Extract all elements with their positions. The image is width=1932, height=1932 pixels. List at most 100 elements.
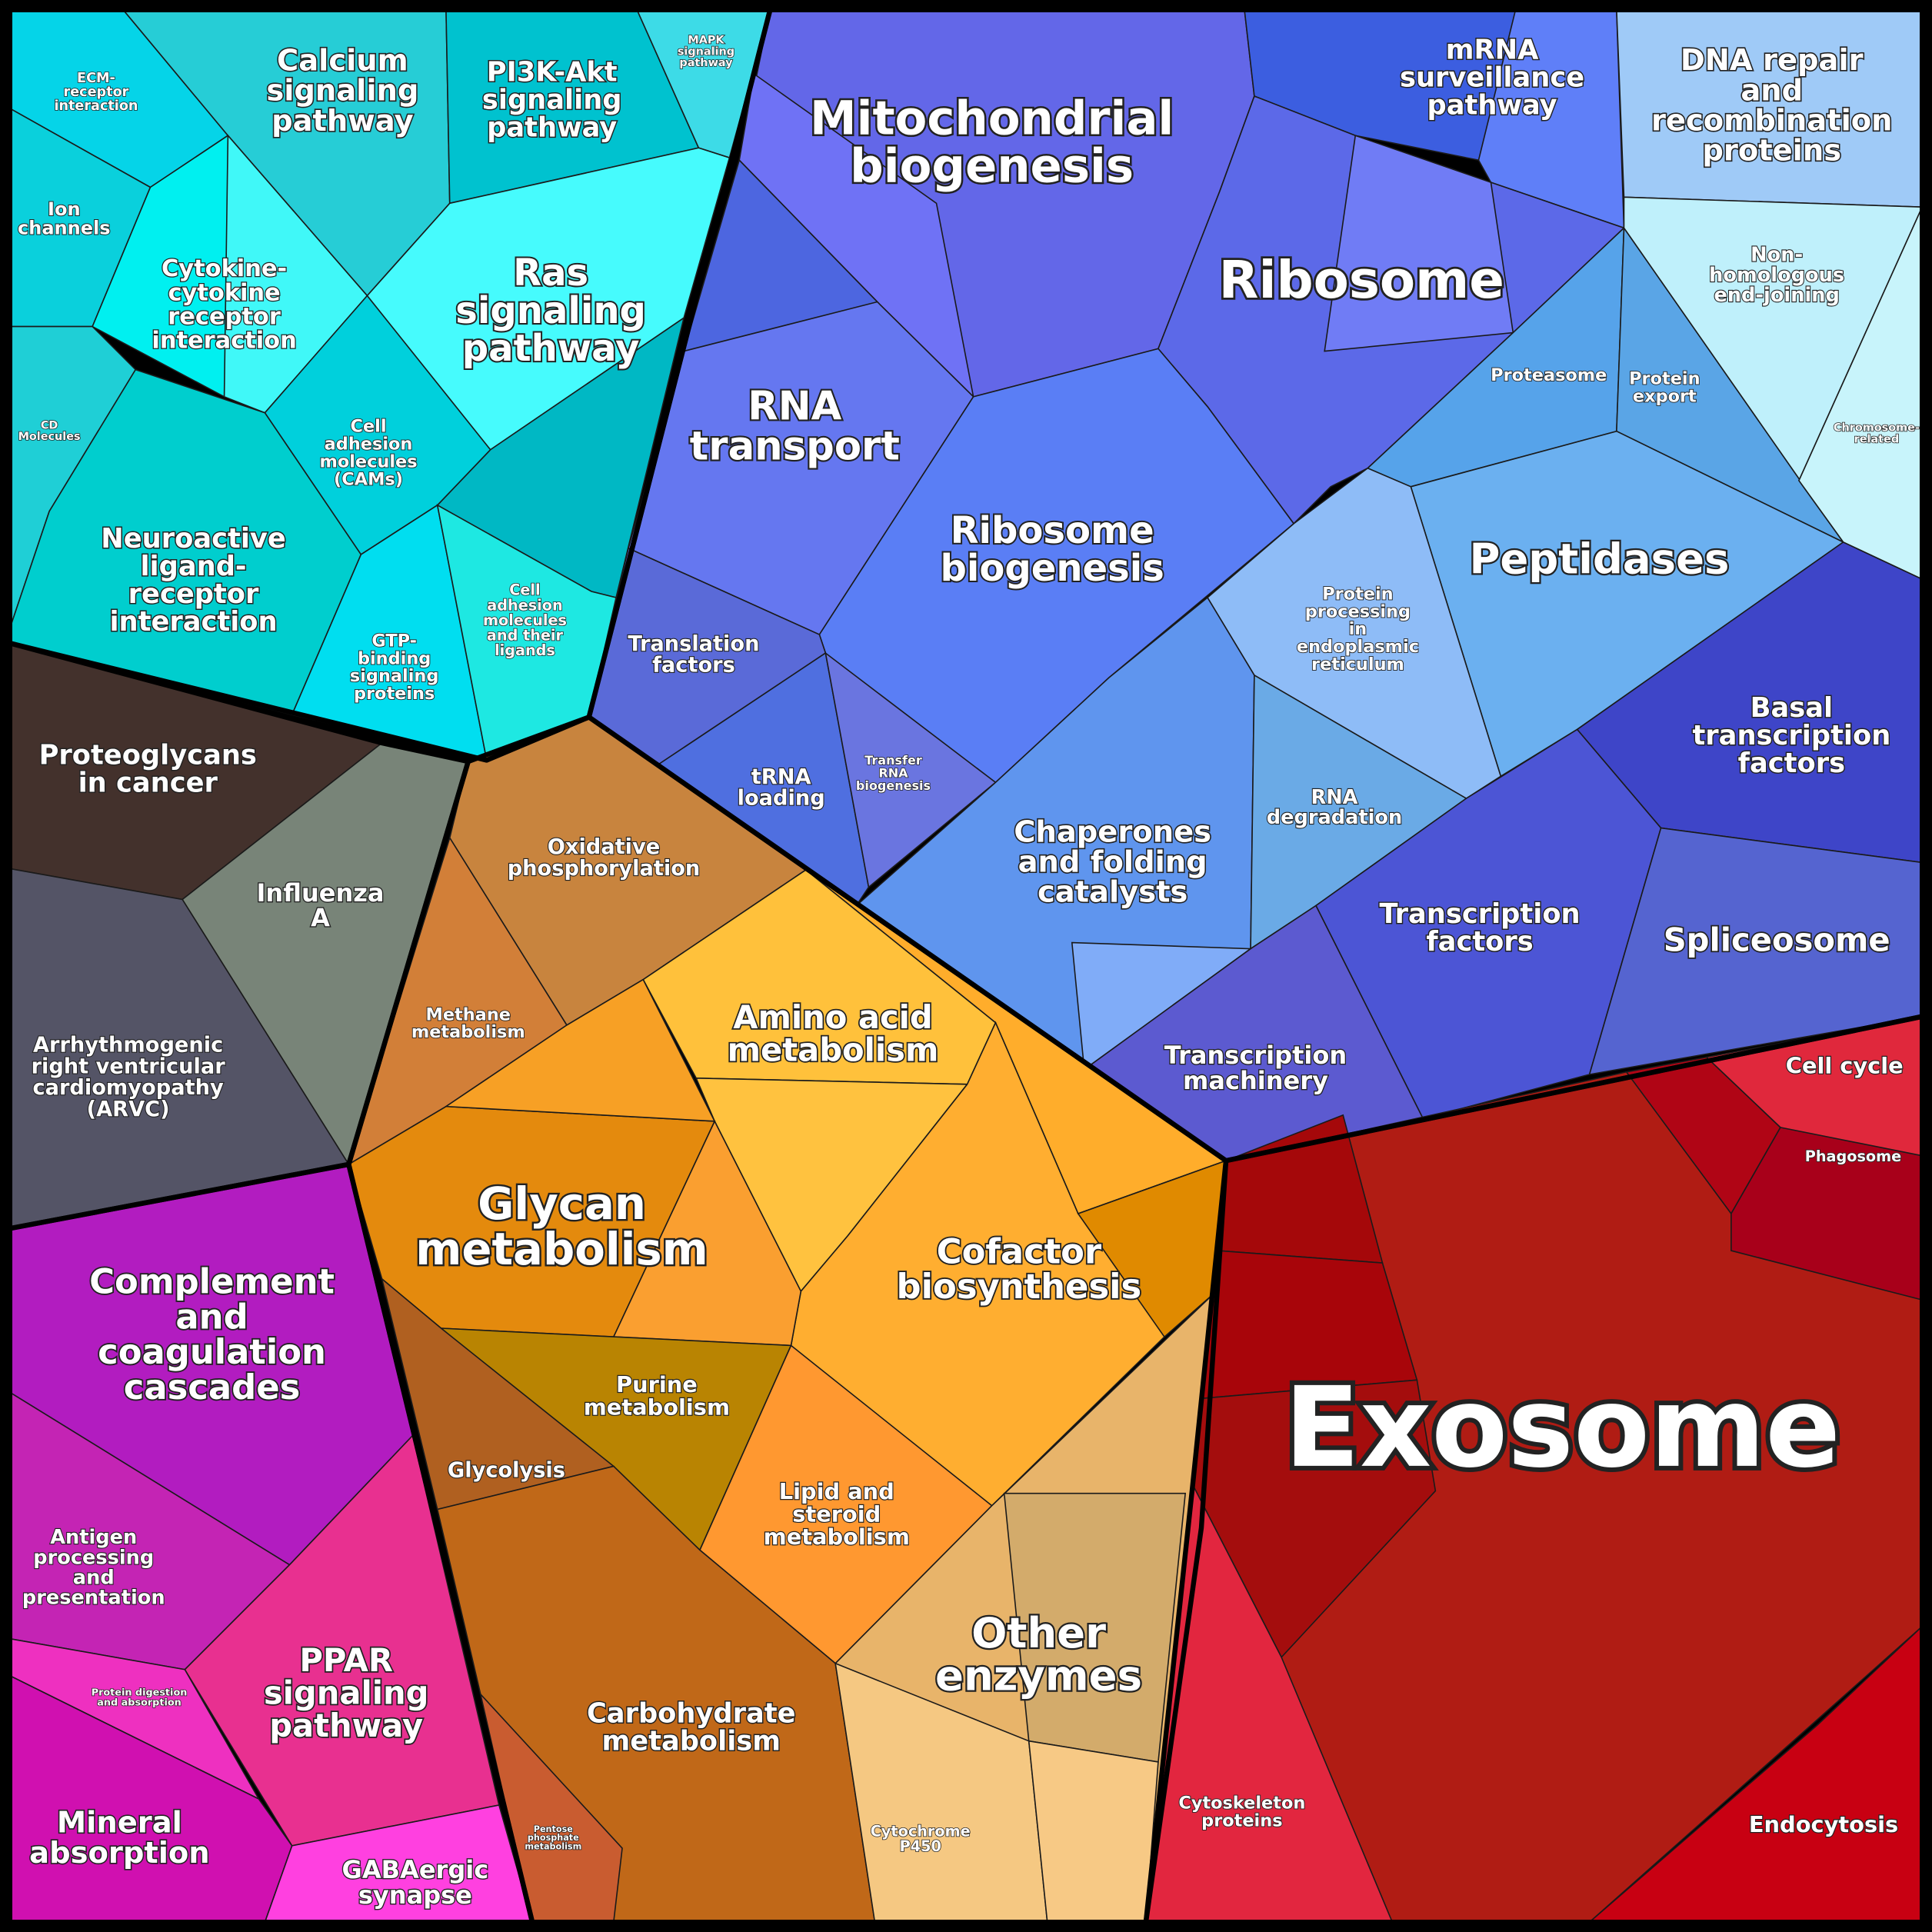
cell-label: Glycolysis	[448, 1458, 565, 1482]
cell-label: Proteoglycans	[39, 739, 257, 771]
cells	[9, 9, 1924, 1923]
cell-label: pathway	[271, 104, 414, 138]
cell-label: (CAMs)	[334, 469, 403, 489]
cell-label: proteins	[354, 684, 435, 704]
cell-label: molecules	[483, 611, 567, 629]
cell-label: Protein	[1629, 369, 1700, 389]
cell-label: metabolism	[728, 1031, 939, 1069]
cell-label: recombination	[1651, 103, 1893, 138]
cell-label: DNA repair	[1681, 43, 1864, 78]
cell-label: receptor	[128, 578, 259, 610]
cell-label: PPAR	[299, 1641, 393, 1679]
cell-label: pathway	[487, 112, 617, 143]
group-border	[1143, 1014, 1925, 1925]
cell-label: proteins	[1702, 134, 1841, 168]
cell-label: Pentose	[534, 1824, 574, 1834]
cell-label: Other	[971, 1608, 1106, 1657]
cell-label: Transcription	[1164, 1041, 1347, 1070]
cell-label: Cell	[509, 581, 540, 599]
cell-label: cardiomyopathy	[32, 1076, 223, 1100]
cell-label: interaction	[152, 327, 296, 354]
cell-label: Transfer	[864, 753, 922, 768]
cell-label: Protein digestion	[92, 1687, 188, 1699]
cell-label: catalysts	[1038, 875, 1188, 910]
cell-label: Glycan	[478, 1178, 646, 1230]
cell-label: ligands	[495, 641, 555, 659]
cell-label: Cytochrome	[871, 1823, 971, 1840]
cell-label: Mitochondrial	[810, 92, 1174, 146]
cell-label: pathway	[269, 1707, 423, 1744]
cell-label: pathway	[462, 327, 640, 370]
cell-label: reticulum	[1311, 655, 1404, 675]
cell	[264, 295, 491, 556]
cell-label: enzymes	[935, 1651, 1142, 1700]
cell-label: Methane	[426, 1004, 511, 1024]
cell-label: interaction	[54, 98, 138, 114]
cell-label: mRNA	[1446, 35, 1539, 66]
cell-label: in	[1349, 619, 1367, 639]
group-border	[7, 1161, 535, 1925]
groups	[7, 7, 1925, 1925]
cell-label: signaling	[266, 74, 418, 108]
cell-label: processing	[33, 1546, 154, 1569]
cell	[1028, 1740, 1159, 1923]
cell-label: Complement	[89, 1261, 335, 1302]
cell-label: PI3K-Akt	[487, 56, 618, 88]
cell-label: transcription	[1692, 720, 1890, 751]
cell-label: pathway	[679, 57, 733, 69]
cell-label: factors	[652, 654, 735, 678]
cell-label: absorption	[29, 1836, 210, 1870]
cell-label: Influenza	[256, 878, 384, 908]
cell-label: and their	[487, 627, 564, 645]
cell-label: surveillance	[1400, 62, 1584, 94]
cell-label: end-joining	[1714, 284, 1839, 307]
cell-label: Antigen	[50, 1526, 137, 1549]
cell-label: degradation	[1267, 806, 1403, 829]
cell-label: Cofactor	[937, 1231, 1101, 1271]
cell-label: metabolism	[764, 1524, 910, 1550]
cell-label: and	[1740, 73, 1803, 108]
cell-label: (ARVC)	[87, 1098, 170, 1121]
cell-label: receptor	[168, 303, 281, 330]
cell-label: export	[1633, 387, 1697, 407]
cell-label: endoplasmic	[1297, 637, 1419, 657]
cell-label: Exosome	[1284, 1364, 1840, 1493]
cell-label: Calcium	[277, 43, 408, 78]
cell-label: steroid	[792, 1501, 881, 1527]
cell-label: right ventricular	[32, 1054, 226, 1078]
cell	[682, 158, 879, 352]
cell-label: RNA	[1311, 786, 1358, 809]
cell-label: Purine	[616, 1371, 698, 1397]
cell-label: tRNA	[751, 765, 811, 789]
cell-label: GABAergic	[342, 1855, 489, 1884]
cell-label: factors	[1738, 748, 1845, 779]
cell-label: molecules	[319, 451, 417, 471]
cell-label: and folding	[1018, 845, 1208, 880]
cell-label: biogenesis	[850, 139, 1134, 194]
cell-label: Oxidative	[548, 835, 660, 859]
group-border	[7, 7, 773, 763]
cell-label: interaction	[109, 606, 277, 638]
cell-label: signaling	[455, 289, 646, 332]
cell-label: ligand-	[140, 551, 246, 582]
cell-label: Ribosome	[1219, 250, 1504, 310]
cell-label: transport	[690, 424, 900, 470]
cell-label: Proteasome	[1491, 365, 1607, 385]
cell-label: Peptidases	[1469, 535, 1729, 584]
cell-label: GTP-	[371, 631, 417, 651]
cell-label: processing	[1305, 601, 1411, 621]
cell-label: RNA	[878, 766, 908, 781]
cell-label: Amino acid	[733, 998, 933, 1036]
cell-label: Chromosome-	[1834, 422, 1920, 435]
cell-label: synapse	[358, 1880, 472, 1910]
cell-label: Endocytosis	[1749, 1811, 1898, 1837]
cell-label: RNA	[748, 383, 841, 429]
cell-label: Arrhythmogenic	[33, 1034, 223, 1058]
cell-label: factors	[1426, 926, 1533, 958]
cell	[444, 978, 716, 1122]
cell-label: Translation	[628, 632, 759, 656]
cell-label: signaling	[482, 84, 622, 115]
cell-label: Cytoskeleton	[1178, 1794, 1305, 1814]
cell-label: cascades	[124, 1367, 301, 1407]
